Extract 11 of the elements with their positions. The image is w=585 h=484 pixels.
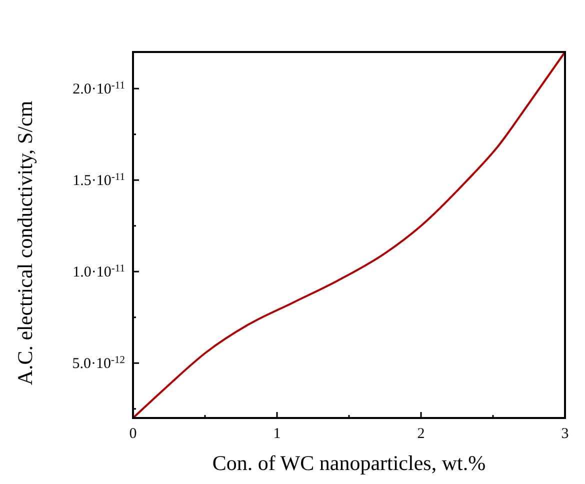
y-tick-label: 5.0·10$^{-12}$ — [72, 354, 125, 372]
x-tick-label: 3 — [561, 426, 569, 442]
x-axis-title: Con. of WC nanoparticles, wt.% — [212, 451, 486, 475]
y-tick-label: 1.5·10$^{-11}$ — [72, 172, 125, 190]
y-tick-label: 2.0·10$^{-11}$ — [72, 80, 125, 98]
line-series — [132, 51, 566, 419]
x-tick-label: 1 — [273, 426, 281, 442]
x-tick-label: 0 — [129, 426, 137, 442]
y-axis-title: A.C. electrical conductivity, S/cm — [13, 100, 37, 386]
x-tick-label: 2 — [417, 426, 425, 442]
y-tick-label: 1.0·10$^{-11}$ — [72, 263, 125, 281]
